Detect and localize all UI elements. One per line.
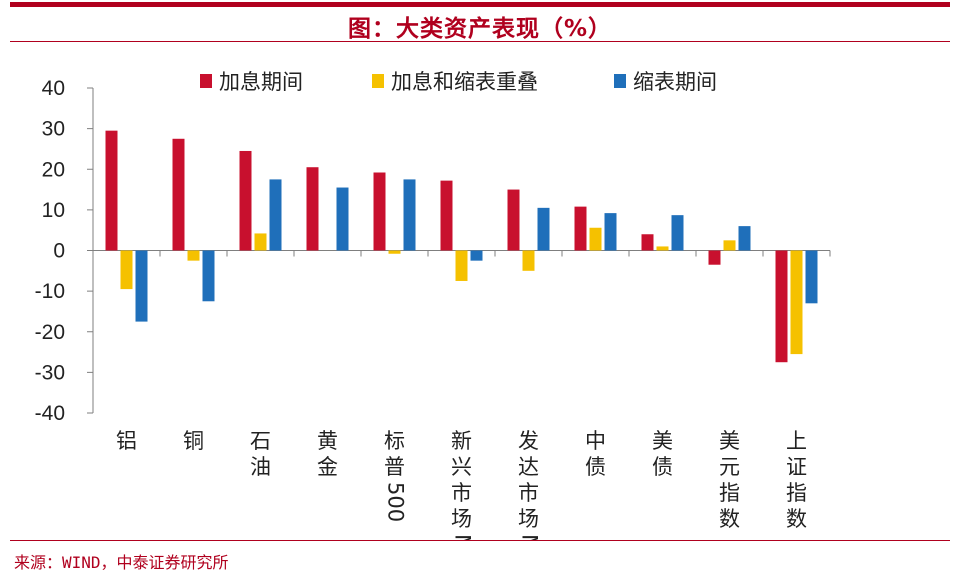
- y-tick-label: 40: [42, 77, 65, 100]
- x-category-label: 金: [317, 455, 338, 479]
- x-category-label: 市: [518, 481, 539, 505]
- x-category-label: 债: [585, 455, 606, 479]
- x-category-label: 黄: [317, 429, 338, 453]
- legend-label: 加息和缩表重叠: [391, 70, 538, 94]
- x-category-label: 场: [451, 507, 472, 531]
- bar-1: [641, 234, 654, 251]
- bar-1: [239, 150, 252, 251]
- x-category-label: 中: [585, 429, 606, 453]
- x-category-label: MSCI: [518, 534, 542, 540]
- source-rule: [10, 540, 950, 541]
- x-category-label: 指: [786, 481, 807, 505]
- legend-swatch: [200, 74, 212, 88]
- y-tick-label: 0: [53, 240, 65, 263]
- title-bottom-rule: [10, 41, 950, 42]
- y-tick-label: 30: [42, 118, 65, 141]
- y-tick-label: -30: [35, 361, 65, 384]
- bar-2: [120, 250, 133, 290]
- x-category-label: 500: [384, 482, 408, 522]
- x-category-label: 美: [652, 429, 673, 453]
- x-category-label: 美: [719, 429, 740, 453]
- bar-3: [805, 250, 818, 304]
- chart-title: 图：大类资产表现（%）: [347, 16, 613, 42]
- y-tick-label: -10: [35, 280, 65, 303]
- bar-chart: 403020100-10-20-30-40铝铜石油黄金标普500新兴市场MSCI…: [35, 70, 831, 540]
- source-note: 来源：WIND，中泰证券研究所: [14, 553, 229, 572]
- legend-label: 加息期间: [219, 70, 303, 94]
- x-category-label: 数: [786, 507, 807, 531]
- y-tick-label: 10: [42, 199, 65, 222]
- bar-1: [775, 250, 788, 363]
- bar-2: [656, 246, 669, 251]
- x-category-label: 兴: [451, 455, 472, 479]
- x-category-label: 市: [451, 481, 472, 505]
- bar-3: [202, 250, 215, 302]
- bar-2: [187, 250, 200, 261]
- legend-swatch: [372, 74, 384, 88]
- x-category-label: 发: [518, 429, 539, 453]
- bar-1: [440, 180, 453, 251]
- x-category-label: 场: [518, 507, 539, 531]
- bar-3: [336, 187, 349, 251]
- x-category-label: 铝: [116, 429, 137, 453]
- x-category-label: 债: [652, 455, 673, 479]
- x-category-label: 数: [719, 507, 740, 531]
- bar-3: [403, 179, 416, 251]
- x-category-label: MSCI: [451, 534, 475, 540]
- legend-label: 缩表期间: [633, 70, 717, 94]
- y-tick-label: -20: [35, 321, 65, 344]
- x-category-label: 普: [384, 455, 405, 479]
- bar-1: [306, 167, 319, 251]
- bar-1: [708, 250, 721, 265]
- x-category-label: 标: [384, 429, 405, 453]
- bar-2: [790, 250, 803, 355]
- bar-3: [135, 250, 148, 322]
- x-category-label: 石: [250, 429, 271, 453]
- bar-2: [388, 250, 401, 254]
- bar-1: [574, 206, 587, 251]
- bar-3: [537, 207, 550, 251]
- bar-3: [738, 226, 751, 251]
- bar-3: [470, 250, 483, 261]
- legend-swatch: [614, 74, 626, 88]
- bar-2: [589, 227, 602, 251]
- bar-2: [723, 240, 736, 251]
- x-category-label: 达: [518, 455, 539, 479]
- bar-2: [254, 233, 267, 251]
- bar-1: [105, 130, 118, 251]
- bar-2: [455, 250, 468, 281]
- bar-2: [522, 250, 535, 271]
- x-category-label: 新: [451, 429, 472, 453]
- x-category-label: 指: [719, 481, 740, 505]
- title-top-rule: [10, 2, 950, 7]
- bar-3: [604, 213, 617, 251]
- x-category-label: 油: [250, 455, 271, 479]
- y-tick-label: 20: [42, 158, 65, 181]
- bar-3: [671, 215, 684, 251]
- bar-3: [269, 179, 282, 251]
- x-category-label: 铜: [183, 429, 204, 453]
- bar-1: [507, 189, 520, 251]
- x-category-label: 元: [719, 455, 740, 479]
- y-tick-label: -40: [35, 402, 65, 425]
- x-category-label: 上: [786, 429, 807, 453]
- x-category-label: 证: [786, 455, 807, 479]
- bar-1: [172, 138, 185, 251]
- bar-1: [373, 172, 386, 251]
